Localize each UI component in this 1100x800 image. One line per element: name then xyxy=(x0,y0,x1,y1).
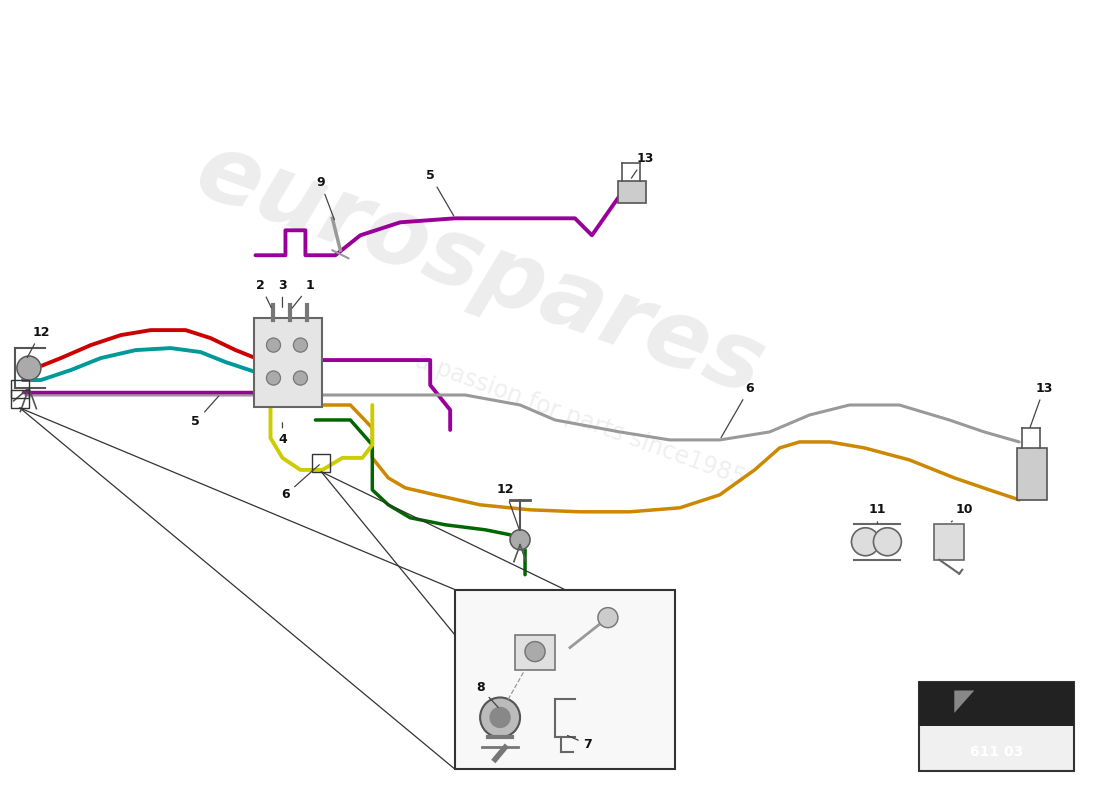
Text: 6: 6 xyxy=(722,382,754,438)
Text: 1: 1 xyxy=(293,278,315,308)
Text: 3: 3 xyxy=(278,278,287,307)
Circle shape xyxy=(294,371,307,385)
Circle shape xyxy=(510,530,530,550)
Circle shape xyxy=(480,698,520,738)
Bar xyxy=(312,454,330,472)
Circle shape xyxy=(266,338,280,352)
Circle shape xyxy=(266,371,280,385)
Circle shape xyxy=(16,356,41,380)
Bar xyxy=(455,590,674,770)
Polygon shape xyxy=(927,690,975,713)
FancyBboxPatch shape xyxy=(253,318,322,407)
Bar xyxy=(920,682,1074,726)
Bar xyxy=(934,524,965,560)
Circle shape xyxy=(294,338,307,352)
Text: 10: 10 xyxy=(952,503,974,522)
Text: a passion for parts since1985: a passion for parts since1985 xyxy=(411,349,748,491)
Circle shape xyxy=(598,608,618,628)
Circle shape xyxy=(873,528,901,556)
Bar xyxy=(515,634,556,670)
Text: 7: 7 xyxy=(568,735,592,751)
Text: 13: 13 xyxy=(1030,382,1053,427)
Text: 5: 5 xyxy=(191,396,219,429)
Text: 12: 12 xyxy=(28,326,50,358)
Text: 13: 13 xyxy=(631,152,653,178)
Text: 6: 6 xyxy=(282,465,319,502)
Text: 12: 12 xyxy=(496,483,519,529)
Circle shape xyxy=(851,528,879,556)
Text: 5: 5 xyxy=(426,169,454,216)
Text: 8: 8 xyxy=(476,681,498,707)
Circle shape xyxy=(491,707,510,727)
Bar xyxy=(1018,448,1047,500)
Text: 2: 2 xyxy=(256,278,272,308)
Text: 611 03: 611 03 xyxy=(970,745,1023,758)
Text: 4: 4 xyxy=(278,422,287,446)
Bar xyxy=(11,380,29,398)
Text: eurospares: eurospares xyxy=(184,125,777,416)
Bar xyxy=(11,390,29,408)
Circle shape xyxy=(525,642,544,662)
Text: 11: 11 xyxy=(869,503,887,524)
Bar xyxy=(920,682,1074,771)
Bar xyxy=(618,182,646,203)
Text: 9: 9 xyxy=(316,176,334,220)
